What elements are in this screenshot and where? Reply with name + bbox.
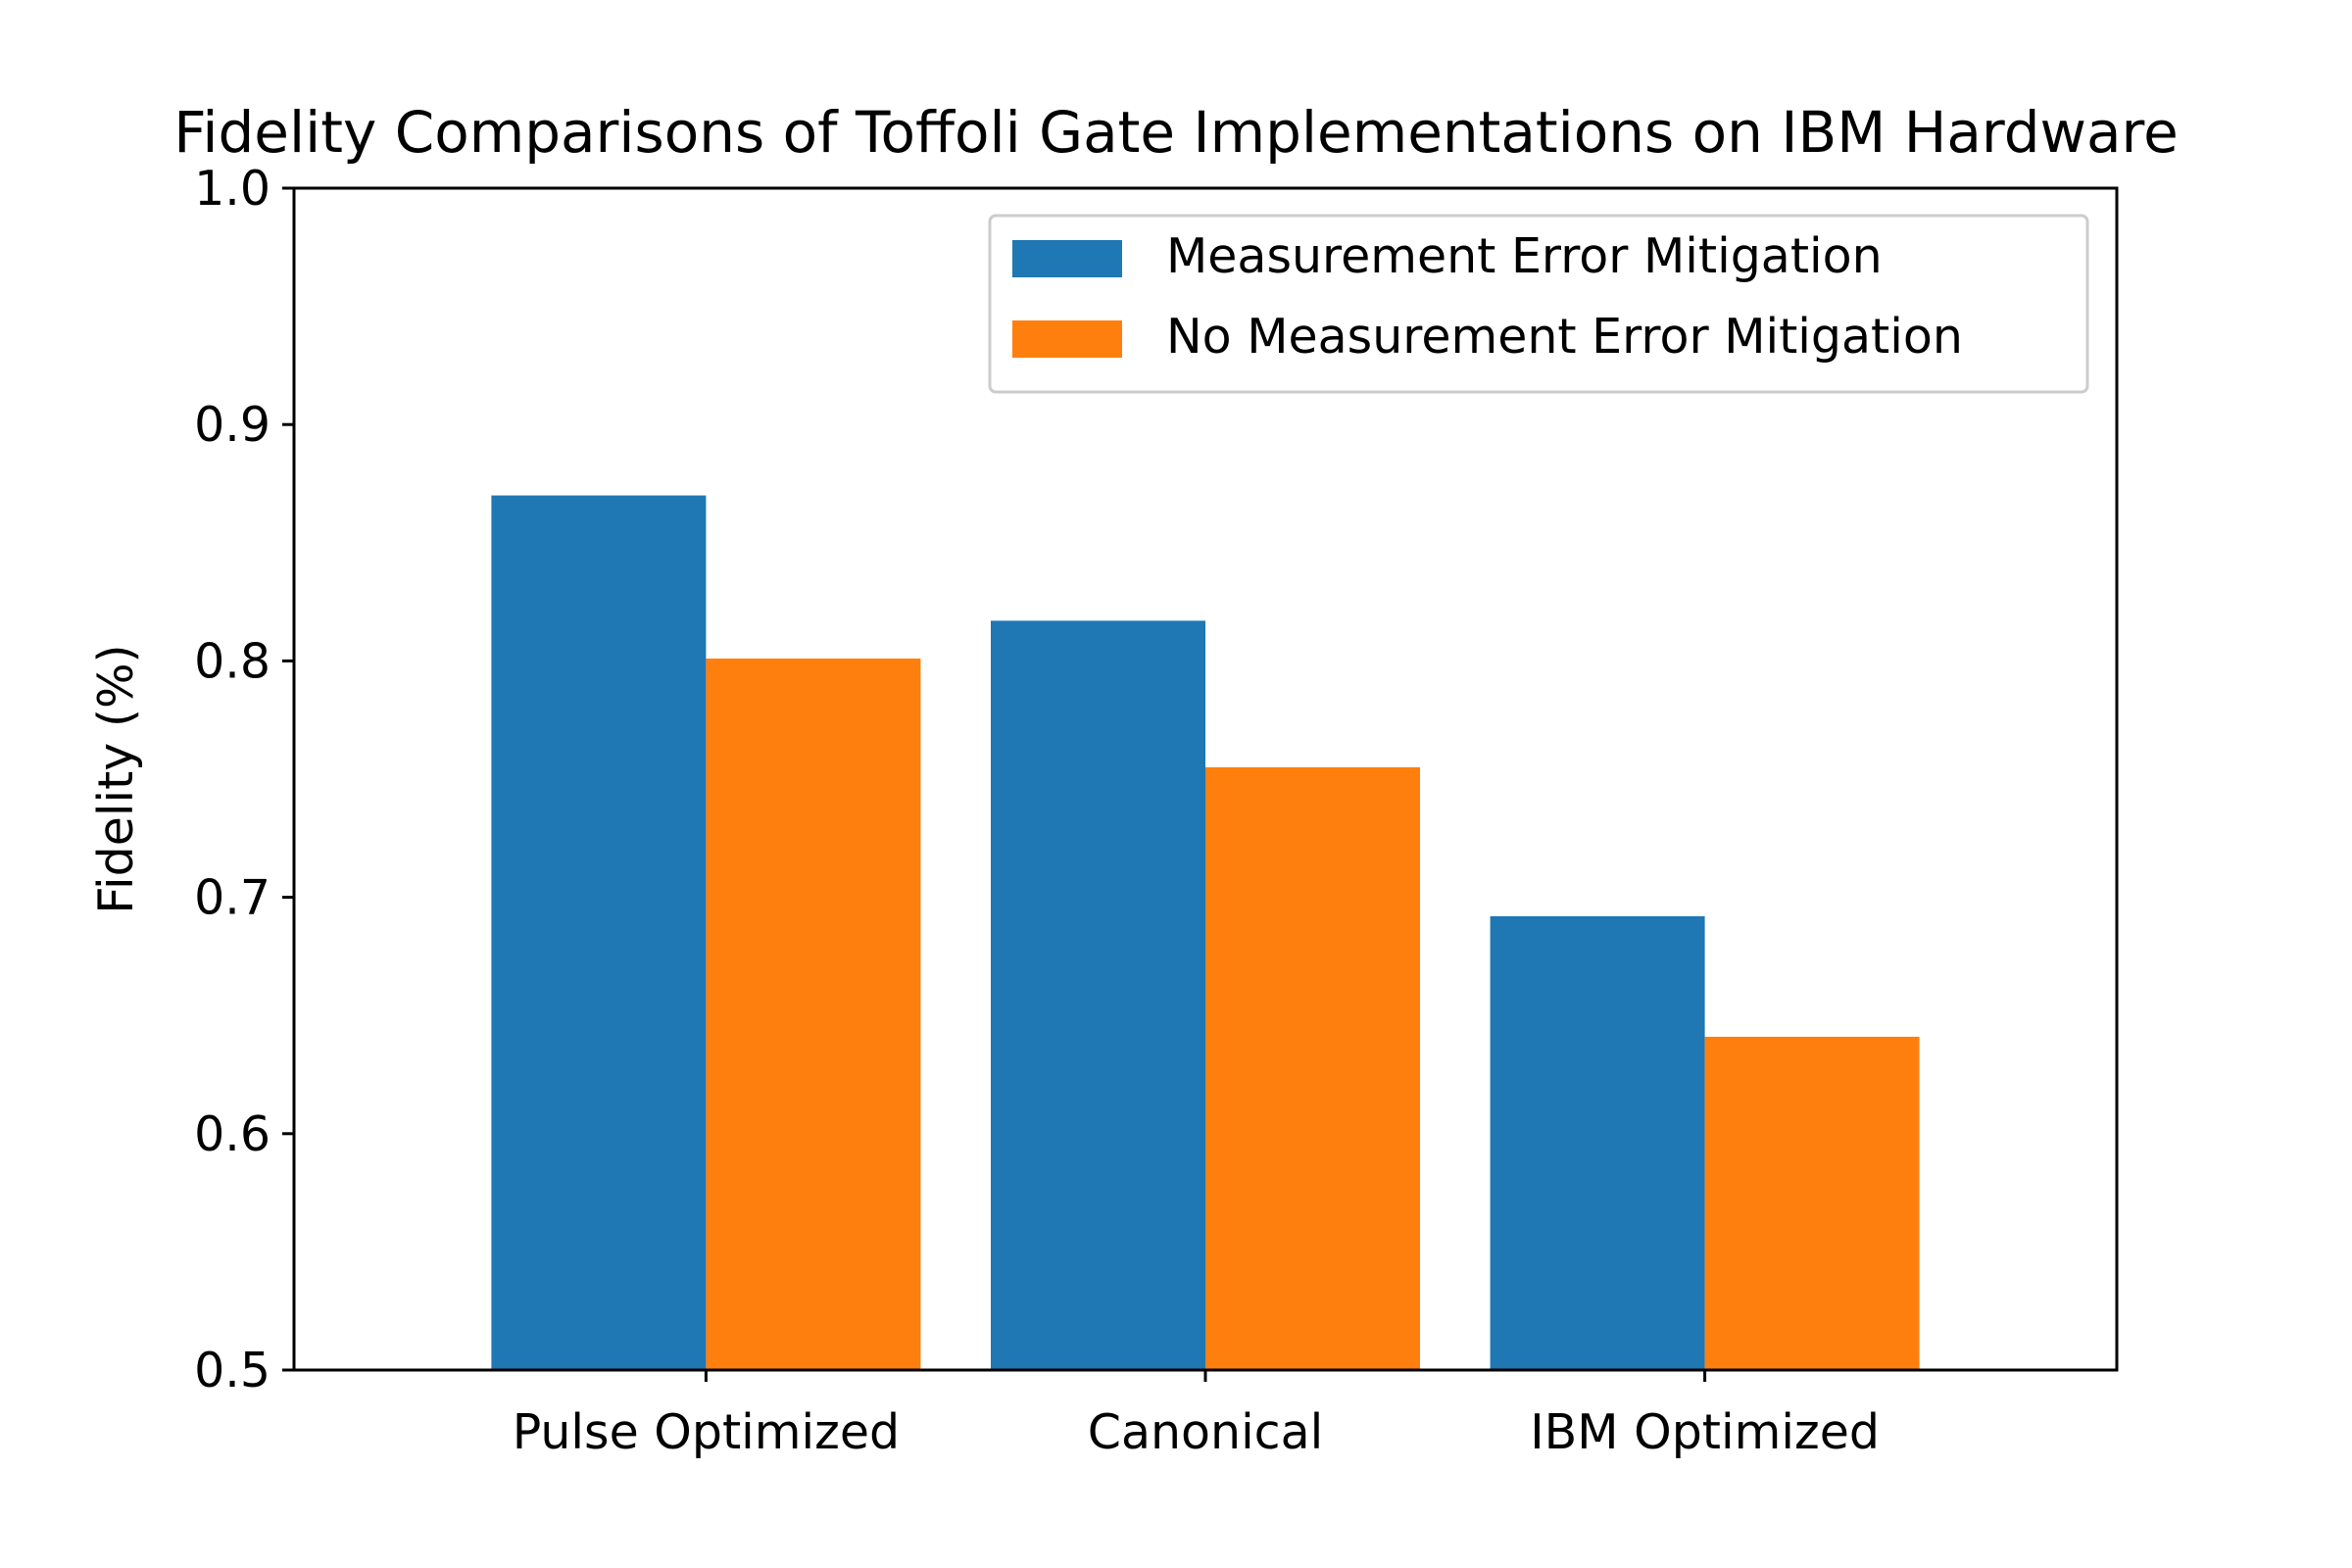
axes-layer: 0.5 0.6 0.7 0.8 0.9 1.0 Pulse Optimized Canonic… <box>194 161 2119 1460</box>
bar-mitigated-canonical <box>991 620 1205 1370</box>
x-tick-label: IBM Optimized <box>1530 1404 1880 1460</box>
legend-label: Measurement Error Mitigation <box>1166 228 1883 284</box>
legend-frame <box>988 214 2089 394</box>
y-tick-label: 0.5 <box>194 1343 270 1398</box>
bars-layer <box>491 495 1920 1370</box>
x-tick-label: Pulse Optimized <box>513 1404 900 1460</box>
y-axis-label: Fidelity (%) <box>88 644 144 913</box>
legend-swatch <box>1012 320 1122 358</box>
bar-unmitigated-ibm-optimized <box>1704 1036 1920 1370</box>
y-tick-label: 0.6 <box>194 1106 270 1162</box>
chart-title: Fidelity Comparisons of Toffoli Gate Imp… <box>173 99 2179 166</box>
bar-unmitigated-pulse-optimized <box>706 658 921 1370</box>
y-tick-label: 1.0 <box>194 161 270 217</box>
legend-label: No Measurement Error Mitigation <box>1166 309 1963 365</box>
y-tick-label: 0.7 <box>194 870 270 926</box>
x-tick-label: Canonical <box>1088 1404 1324 1460</box>
bar-unmitigated-canonical <box>1205 766 1420 1370</box>
bar-mitigated-pulse-optimized <box>491 495 707 1370</box>
y-tick-label: 0.9 <box>194 397 270 453</box>
legend-swatch <box>1012 240 1122 277</box>
bar-mitigated-ibm-optimized <box>1490 915 1705 1370</box>
y-tick-label: 0.8 <box>194 633 270 689</box>
legend: Measurement Error Mitigation No Measureme… <box>988 214 2089 394</box>
